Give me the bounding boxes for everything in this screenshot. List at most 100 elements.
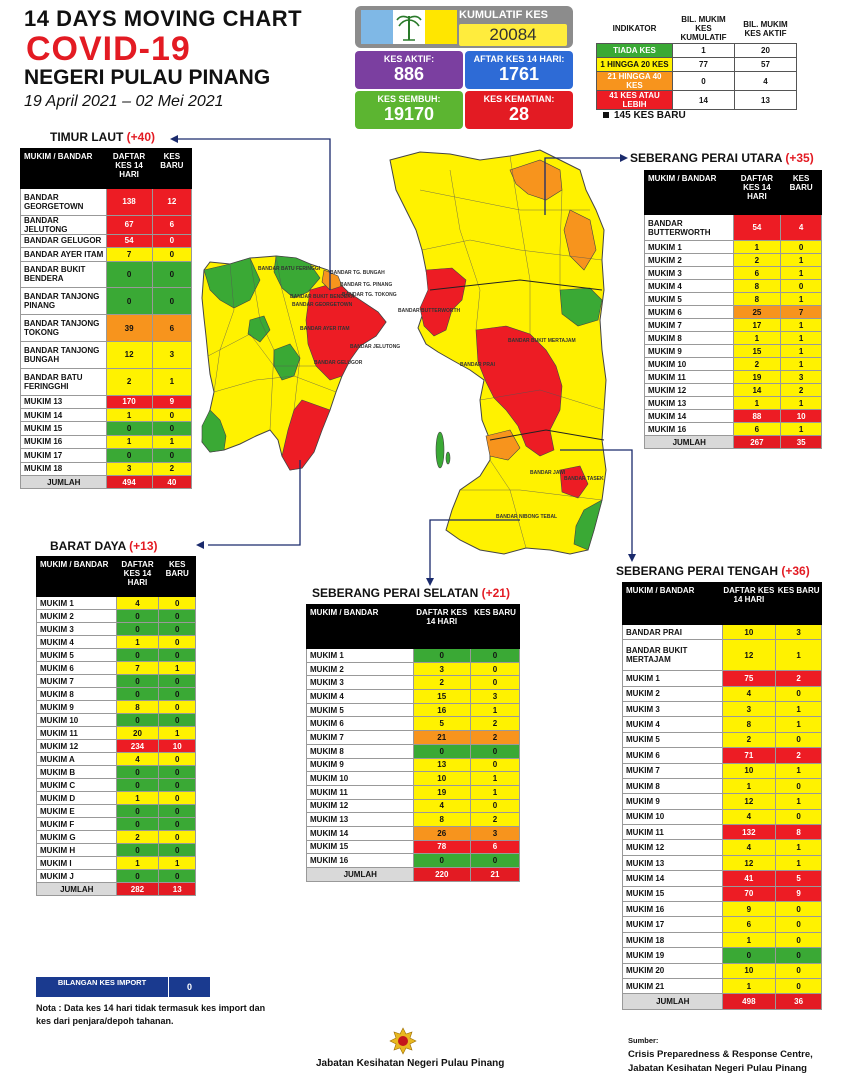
row-daftar: 132 xyxy=(721,824,777,841)
island-orange-north xyxy=(321,269,343,291)
legend-header-aktif: BIL. MUKIM KES AKTIF xyxy=(743,19,788,38)
table-row: MUKIM 13 170 9 xyxy=(20,394,193,409)
map-label-tg-bungah: BANDAR TG. BUNGAH xyxy=(330,270,385,276)
row-baru: 1 xyxy=(470,702,520,718)
row-name: MUKIM F xyxy=(36,817,117,831)
total-label: JUMLAH xyxy=(20,474,107,490)
source-credit: Sumber: Crisis Preparedness & Response C… xyxy=(628,1034,813,1076)
connector-seberang-tengah xyxy=(560,449,633,556)
row-name: MUKIM 18 xyxy=(20,461,107,476)
legend-aktif: 4 xyxy=(734,71,797,91)
header-mukim: MUKIM / BANDAR xyxy=(306,604,414,649)
row-daftar: 10 xyxy=(721,762,777,779)
row-daftar: 0 xyxy=(115,778,160,792)
row-name: MUKIM 14 xyxy=(622,870,723,887)
row-baru: 0 xyxy=(780,279,822,293)
kes-sembuh-box: KES SEMBUH: 19170 xyxy=(355,91,463,129)
row-name: MUKIM D xyxy=(36,791,117,805)
title-seberang-utara: SEBERANG PERAI UTARA (+35) xyxy=(630,151,814,165)
row-baru: 1 xyxy=(780,344,822,358)
row-baru: 9 xyxy=(775,885,822,903)
row-name: MUKIM 3 xyxy=(622,700,723,718)
import-cases-box: BILANGAN KES IMPORT 0 xyxy=(36,977,210,997)
small-island-2 xyxy=(445,451,451,465)
row-name: BANDAR TANJONG PINANG xyxy=(20,287,107,316)
row-daftar: 0 xyxy=(115,687,160,701)
row-name: MUKIM 14 xyxy=(644,409,734,423)
row-baru: 0 xyxy=(158,817,196,831)
row-name: MUKIM 7 xyxy=(36,674,117,688)
row-name: MUKIM J xyxy=(36,869,117,883)
table-row: MUKIM 1 75 2 xyxy=(622,670,822,687)
table-row: BANDAR BUKIT MERTAJAM 12 1 xyxy=(622,639,822,672)
map-label-jawi: BANDAR JAWI xyxy=(530,470,566,476)
row-daftar: 0 xyxy=(105,421,153,436)
title-seberang-tengah-text: SEBERANG PERAI TENGAH xyxy=(616,564,779,578)
table-row: MUKIM 9 13 0 xyxy=(306,757,520,773)
legend-indicator: 41 KES ATAU LEBIH xyxy=(596,90,673,110)
row-daftar: 3 xyxy=(105,461,153,476)
row-daftar: 0 xyxy=(105,287,153,316)
legend-aktif: 13 xyxy=(734,90,797,110)
row-daftar: 10 xyxy=(721,623,777,641)
row-daftar: 4 xyxy=(721,685,777,702)
row-baru: 0 xyxy=(470,661,520,677)
row-baru: 9 xyxy=(151,394,193,409)
row-daftar: 8 xyxy=(115,700,160,714)
jabatan-emblem-icon xyxy=(389,1027,417,1055)
row-name: BANDAR BATU FERINGGHI xyxy=(20,367,107,396)
mainland-orange-east xyxy=(563,209,597,271)
row-daftar: 0 xyxy=(115,713,160,727)
total-label: JUMLAH xyxy=(306,867,414,882)
row-baru: 1 xyxy=(158,726,196,740)
legend-header-kumulatif: BIL. MUKIM KES KUMULATIF xyxy=(680,15,727,42)
row-daftar: 54 xyxy=(732,214,782,241)
table-total-row: JUMLAH 282 13 xyxy=(36,882,196,896)
row-name: MUKIM 11 xyxy=(622,824,723,841)
row-daftar: 10 xyxy=(412,771,471,786)
total-baru: 13 xyxy=(158,882,196,896)
total-daftar: 498 xyxy=(721,993,777,1010)
row-name: MUKIM 10 xyxy=(306,771,414,786)
source-line-1: Crisis Preparedness & Response Centre, xyxy=(628,1049,813,1060)
title-barat-daya: BARAT DAYA (+13) xyxy=(50,539,158,553)
row-baru: 0 xyxy=(151,448,193,463)
kumulatif-value: 20084 xyxy=(459,24,567,46)
row-baru: 0 xyxy=(158,687,196,701)
row-baru: 0 xyxy=(158,596,196,610)
map-label-gelugor: BANDAR GELUGOR xyxy=(314,360,363,366)
row-name: MUKIM 8 xyxy=(622,777,723,795)
row-daftar: 0 xyxy=(115,609,160,623)
title-barat-daya-text: BARAT DAYA xyxy=(50,539,126,553)
row-name: MUKIM 12 xyxy=(36,739,117,753)
kes-sembuh-label: KES SEMBUH: xyxy=(377,94,441,104)
row-daftar: 17 xyxy=(732,318,782,332)
row-baru: 0 xyxy=(780,240,822,254)
row-name: MUKIM 1 xyxy=(622,670,723,687)
header-daftar: DAFTAR KES 14 HARI xyxy=(732,170,782,215)
row-baru: 2 xyxy=(775,747,822,764)
row-baru: 0 xyxy=(470,798,520,814)
header-mukim: MUKIM / BANDAR xyxy=(36,556,117,597)
row-baru: 10 xyxy=(158,739,196,753)
small-island-1 xyxy=(435,431,445,469)
row-daftar: 4 xyxy=(115,596,160,610)
row-daftar: 0 xyxy=(412,743,471,759)
row-name: MUKIM 9 xyxy=(36,700,117,714)
row-baru: 0 xyxy=(151,287,193,316)
row-name: MUKIM 10 xyxy=(644,357,734,371)
table-row: MUKIM 12 4 1 xyxy=(622,839,822,856)
row-daftar: 6 xyxy=(732,422,782,436)
header-baru: KES BARU xyxy=(780,170,822,215)
table-row: MUKIM 10 10 1 xyxy=(306,771,520,786)
row-baru: 0 xyxy=(775,777,822,795)
row-name: MUKIM 13 xyxy=(644,396,734,410)
